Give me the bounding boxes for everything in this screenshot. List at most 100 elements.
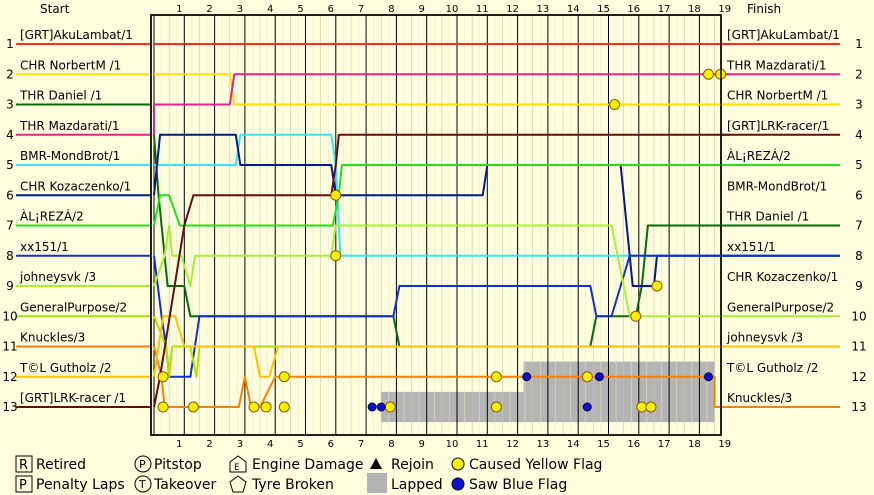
legend-yellow: Caused Yellow Flag [451, 457, 602, 473]
engine-icon-letter: E [234, 463, 240, 473]
lap-tick-top: 6 [328, 4, 334, 15]
engine-damage-icon [229, 455, 247, 473]
start-driver-name: THR Daniel /1 [19, 89, 102, 103]
finish-position-number: 6 [855, 188, 863, 202]
start-position-number: 13 [2, 400, 17, 414]
legend-lapped: Lapped [367, 473, 443, 493]
finish-position-number: 11 [851, 340, 866, 354]
start-driver-name: Knuckles/3 [20, 331, 85, 345]
lap-tick-top: 3 [237, 4, 243, 15]
lap-tick-bottom: 19 [718, 439, 731, 450]
series-line [153, 164, 730, 227]
lap-tick-top: 2 [206, 4, 212, 15]
start-position-number: 12 [2, 370, 17, 384]
lap-tick-bottom: 9 [419, 439, 425, 450]
start-driver-name: CHR NorbertM /1 [20, 58, 121, 72]
series-lines [153, 43, 730, 408]
finish-position-number: 8 [855, 249, 863, 263]
finish-driver-name: [GRT]AkuLambat/1 [727, 28, 840, 42]
finish-driver-name: THR Daniel /1 [726, 210, 809, 224]
lap-tick-top: 7 [358, 4, 364, 15]
legend-tyre: Tyre Broken [229, 475, 334, 493]
finish-driver-name: johneysvk /3 [726, 331, 803, 345]
blue-flag-marker [376, 402, 386, 412]
yellow-flag-marker [157, 401, 169, 413]
lap-tick-top: 14 [567, 4, 580, 15]
start-driver-name: johneysvk /3 [19, 270, 96, 284]
lap-tick-bottom: 3 [237, 439, 243, 450]
takeover-icon-letter: T [138, 478, 146, 491]
yellow-flag-marker [636, 401, 648, 413]
finish-driver-name: Knuckles/3 [727, 391, 792, 405]
finish-position-number: 3 [855, 98, 863, 112]
lap-tick-bottom: 8 [388, 439, 394, 450]
yellow-flag-marker [260, 401, 272, 413]
legend-yellow-label: Caused Yellow Flag [469, 457, 602, 473]
labels: 1122334455667788991010111112121313141415… [2, 4, 866, 450]
start-label: Start [40, 2, 70, 16]
series-line [153, 133, 730, 408]
series-line [153, 315, 730, 378]
yellow-flag-marker [702, 68, 714, 80]
finish-driver-name: CHR Kozaczenko/1 [727, 270, 838, 284]
start-position-number: 8 [6, 249, 14, 263]
lap-tick-top: 19 [718, 4, 731, 15]
finish-label: Finish [747, 2, 781, 16]
legend-tyre-label: Tyre Broken [251, 477, 334, 493]
lap-tick-bottom: 16 [627, 439, 640, 450]
yellow-flag-marker [248, 401, 260, 413]
finish-driver-name: [GRT]LRK-racer/1 [727, 119, 829, 133]
yellow-flag-marker [278, 371, 290, 383]
start-driver-name: [GRT]LRK-racer /1 [20, 391, 126, 405]
start-driver-name: GeneralPurpose/2 [20, 300, 127, 314]
lap-tick-top: 18 [688, 4, 701, 15]
legend-engine: E Engine Damage [229, 455, 364, 473]
finish-driver-name: GeneralPurpose/2 [727, 300, 834, 314]
legend-engine-label: Engine Damage [252, 457, 364, 473]
start-position-number: 7 [6, 219, 14, 233]
start-position-number: 2 [6, 67, 14, 81]
lap-tick-bottom: 18 [688, 439, 701, 450]
yellow-flag-marker [330, 250, 342, 262]
legend-takeover-label: Takeover [153, 477, 216, 493]
yellow-flag-marker [609, 99, 621, 110]
lap-tick-bottom: 12 [506, 439, 519, 450]
blue-flag-marker [594, 372, 604, 382]
finish-position-number: 7 [855, 219, 863, 233]
finish-driver-name: THR Mazdarati/1 [726, 58, 827, 72]
finish-position-number: 9 [855, 279, 863, 293]
start-position-number: 3 [6, 98, 14, 112]
start-position-number: 9 [6, 279, 14, 293]
yellow-flag-marker [187, 401, 199, 413]
legend-blue: Saw Blue Flag [451, 477, 567, 493]
blue-flag-marker [367, 402, 377, 412]
retired-icon-letter: R [19, 458, 28, 473]
finish-position-number: 5 [855, 158, 863, 172]
legend-penalty-label: Penalty Laps [36, 477, 125, 493]
lap-tick-bottom: 1 [176, 439, 182, 450]
position-lines [16, 43, 840, 408]
flag-markers [157, 68, 727, 413]
yellow-flag-icon [451, 457, 465, 471]
lap-tick-top: 12 [506, 4, 519, 15]
finish-driver-name: BMR-MondBrot/1 [727, 179, 827, 193]
lap-tick-top: 8 [388, 4, 394, 15]
legend-rejoin-label: Rejoin [391, 457, 434, 473]
start-position-number: 5 [6, 158, 14, 172]
legend-blue-label: Saw Blue Flag [469, 477, 567, 493]
lap-tick-bottom: 11 [476, 439, 489, 450]
retired-icon [15, 455, 33, 473]
lap-tick-bottom: 5 [297, 439, 303, 450]
finish-driver-name: T©L Gutholz /2 [726, 361, 819, 375]
start-driver-name: BMR-MondBrot/1 [20, 149, 120, 163]
pitstop-icon [134, 455, 152, 473]
penalty-icon-letter: P [19, 478, 27, 493]
lap-tick-top: 17 [658, 4, 671, 15]
lap-tick-bottom: 13 [537, 439, 550, 450]
blue-flag-marker [522, 372, 532, 382]
finish-position-number: 10 [851, 309, 866, 323]
rejoin-icon [370, 458, 382, 469]
tyre-broken-icon [229, 475, 247, 493]
start-position-number: 11 [2, 340, 17, 354]
legend-takeover: T Takeover [134, 475, 216, 493]
